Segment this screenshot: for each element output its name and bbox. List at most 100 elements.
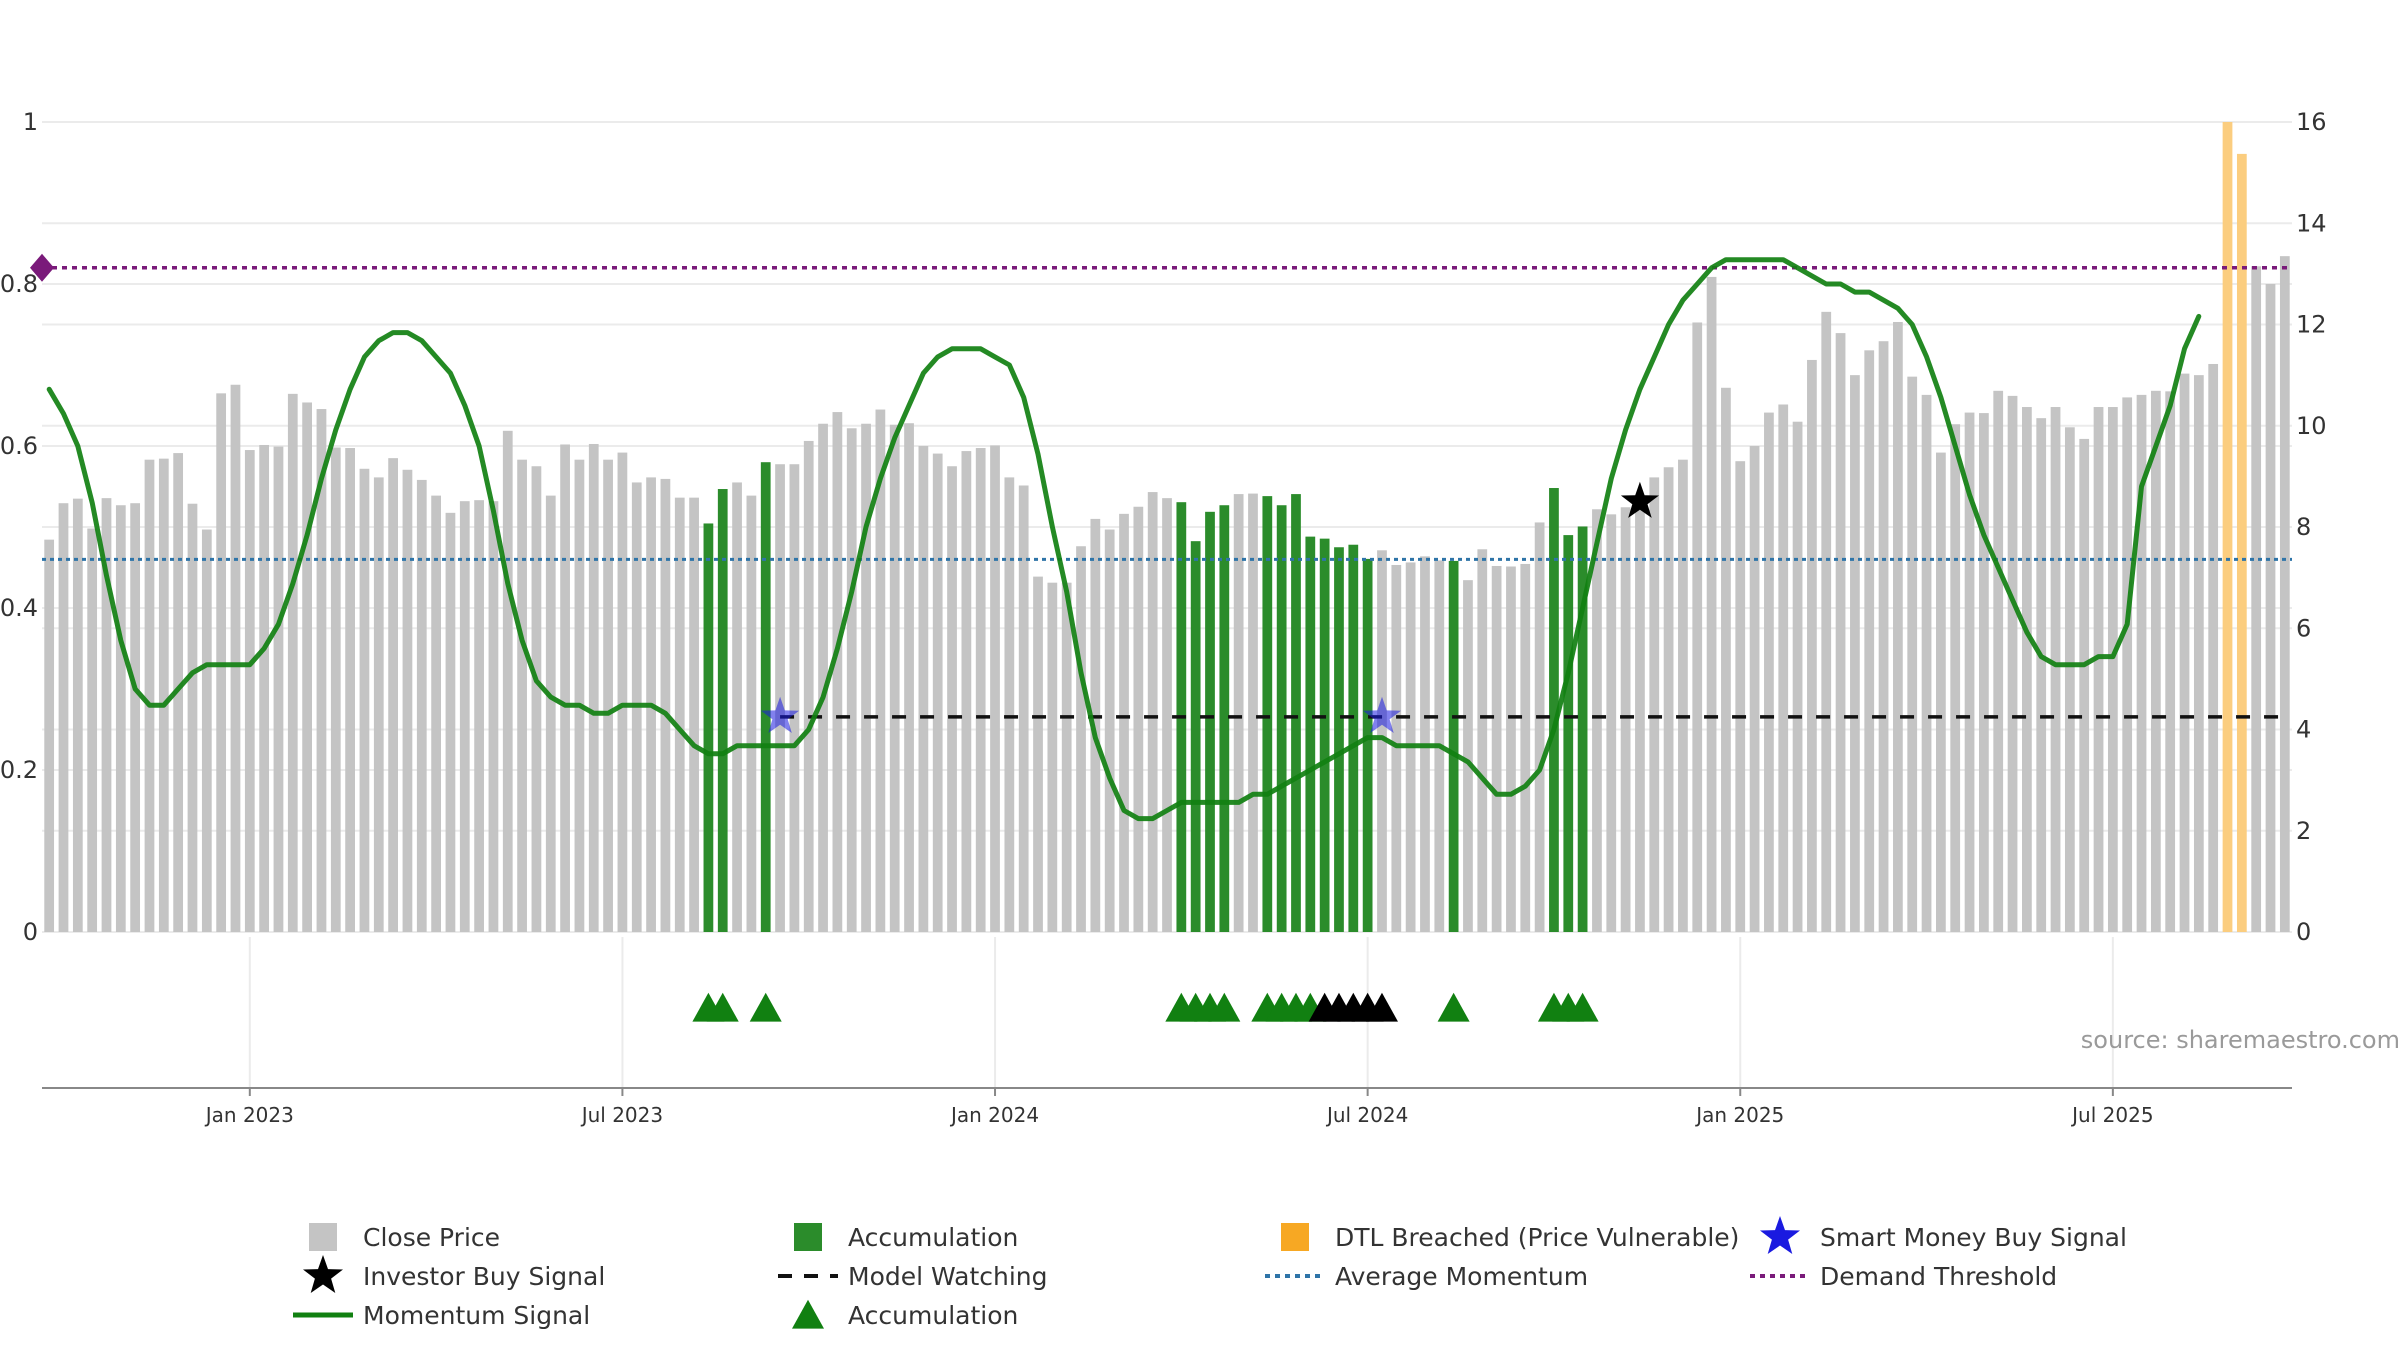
price-bar — [689, 497, 699, 932]
price-bar — [1979, 413, 1989, 933]
price-bar — [875, 409, 886, 932]
price-bar — [2208, 363, 2219, 932]
price-bar — [531, 466, 542, 932]
markers — [692, 481, 1659, 1022]
price-bar — [273, 446, 284, 932]
price-bar — [1520, 563, 1531, 932]
price-bar — [2165, 391, 2176, 933]
price-bar — [2179, 373, 2190, 932]
source-label: source: sharemaestro.com — [2081, 1026, 2400, 1054]
bars — [44, 122, 2290, 933]
price-bar — [1076, 546, 1086, 932]
right-tick-label: 6 — [2296, 614, 2311, 642]
accumulation-bar — [1448, 560, 1459, 932]
price-bar — [832, 412, 843, 933]
price-bar — [1018, 485, 1029, 932]
accumulation-bar — [1348, 544, 1359, 932]
legend-item: DTL Breached (Price Vulnerable) — [1281, 1223, 1739, 1252]
legend-item: Accumulation — [794, 1223, 1018, 1252]
price-bar — [846, 428, 857, 932]
price-bar — [918, 446, 929, 932]
price-bar — [144, 459, 155, 932]
price-bar — [2193, 375, 2204, 933]
legend-swatch — [1281, 1223, 1309, 1251]
legend-swatch — [309, 1223, 337, 1251]
price-bar — [2036, 418, 2047, 932]
legend-item: Average Momentum — [1265, 1262, 1588, 1291]
price-bar — [2079, 438, 2090, 932]
price-bar — [517, 459, 527, 932]
price-bar — [1864, 350, 1875, 932]
price-bar — [1104, 529, 1115, 932]
accumulation-triangle — [1437, 992, 1470, 1022]
price-bar — [1477, 549, 1488, 932]
price-bar — [1778, 404, 1789, 932]
price-bar — [187, 503, 198, 932]
price-bar — [1047, 582, 1058, 932]
accumulation-bar — [1262, 496, 1273, 932]
right-tick-label: 16 — [2296, 108, 2327, 136]
left-tick-label: 0.8 — [0, 270, 38, 298]
price-bar — [1921, 394, 1932, 932]
price-bar — [2093, 407, 2104, 932]
price-bar — [1061, 582, 1072, 932]
accumulation-bar — [1291, 494, 1301, 932]
price-bar — [1993, 390, 2004, 932]
legend-label: Accumulation — [848, 1301, 1018, 1330]
x-tick-label: Jul 2023 — [580, 1103, 663, 1127]
legend-star-icon — [1760, 1216, 1800, 1254]
left-tick-label: 0.6 — [0, 432, 38, 460]
investor-buy-star — [1620, 481, 1659, 518]
price-bar — [445, 512, 456, 932]
lines — [30, 253, 2292, 822]
price-bar — [316, 409, 327, 932]
price-bar — [2007, 395, 2018, 932]
legend: Close Price Accumulation DTL Breached (Pri… — [293, 1216, 2127, 1330]
price-bar — [72, 498, 83, 932]
price-bar — [1620, 507, 1631, 932]
right-tick-label: 4 — [2296, 716, 2311, 744]
price-bar — [1491, 565, 1502, 932]
price-bar — [388, 458, 398, 932]
accumulation-bar — [1334, 547, 1344, 932]
price-bar — [115, 505, 126, 932]
price-bar — [1090, 518, 1101, 932]
accumulation-triangle — [1566, 992, 1599, 1022]
right-tick-label: 8 — [2296, 513, 2311, 541]
price-bar — [1463, 580, 1473, 932]
price-bar — [1721, 387, 1731, 932]
price-bar — [660, 478, 671, 932]
dtl-breached-bar — [2236, 153, 2247, 932]
price-bar — [560, 444, 570, 932]
price-bar — [1735, 461, 1746, 932]
price-bar — [1663, 467, 1674, 932]
price-bar — [1147, 492, 1158, 932]
price-bar — [373, 477, 384, 932]
accumulation-bar — [1563, 535, 1574, 932]
smart-money-buy-star — [761, 696, 800, 733]
price-bar — [431, 495, 441, 932]
legend-item: Close Price — [309, 1223, 500, 1252]
price-bar — [574, 459, 585, 932]
price-bar — [1678, 459, 1688, 932]
price-bar — [402, 469, 413, 932]
price-bar — [2136, 394, 2147, 932]
legend-label: Investor Buy Signal — [363, 1262, 605, 1291]
left-tick-label: 0.2 — [0, 756, 38, 784]
price-bar — [1592, 509, 1602, 932]
price-bar — [1649, 477, 1660, 932]
price-bar — [1950, 424, 1961, 932]
left-tick-label: 1 — [23, 108, 38, 136]
right-tick-label: 2 — [2296, 817, 2311, 845]
price-bar — [2122, 397, 2133, 932]
legend-label: DTL Breached (Price Vulnerable) — [1335, 1223, 1739, 1252]
price-bar — [330, 447, 341, 932]
price-bar — [990, 445, 1000, 932]
legend-item: Smart Money Buy Signal — [1760, 1216, 2127, 1254]
price-bar — [488, 501, 499, 932]
accumulation-triangle — [749, 992, 782, 1022]
accumulation-bar — [1577, 526, 1588, 932]
legend-label: Demand Threshold — [1820, 1262, 2057, 1291]
legend-triangle-icon — [792, 1299, 824, 1329]
